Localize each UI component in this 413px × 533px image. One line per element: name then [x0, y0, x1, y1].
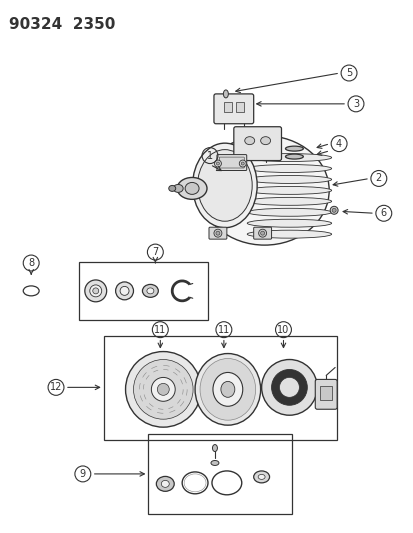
Ellipse shape	[177, 177, 206, 199]
Circle shape	[216, 231, 219, 235]
Ellipse shape	[285, 154, 303, 159]
Text: 7: 7	[152, 247, 158, 257]
Ellipse shape	[253, 471, 269, 483]
Ellipse shape	[120, 286, 129, 295]
Ellipse shape	[147, 288, 154, 294]
Text: 8: 8	[28, 258, 34, 268]
Text: 90324  2350: 90324 2350	[9, 17, 115, 33]
Ellipse shape	[197, 150, 252, 221]
Ellipse shape	[192, 143, 256, 228]
Circle shape	[214, 229, 221, 237]
Text: 11: 11	[154, 325, 166, 335]
Ellipse shape	[247, 208, 331, 216]
Ellipse shape	[244, 136, 254, 144]
FancyBboxPatch shape	[219, 157, 244, 168]
Text: 6: 6	[380, 208, 386, 219]
Ellipse shape	[199, 359, 255, 420]
Bar	[235, 102, 243, 112]
Ellipse shape	[258, 474, 264, 479]
FancyBboxPatch shape	[315, 379, 336, 409]
Text: 12: 12	[50, 382, 62, 392]
Ellipse shape	[212, 373, 242, 406]
Ellipse shape	[212, 445, 217, 451]
Ellipse shape	[260, 136, 270, 144]
Ellipse shape	[195, 353, 260, 425]
Circle shape	[279, 377, 299, 397]
Circle shape	[331, 208, 335, 212]
Text: 1: 1	[206, 151, 213, 160]
Ellipse shape	[247, 175, 331, 183]
FancyBboxPatch shape	[209, 227, 226, 239]
Text: 9: 9	[80, 469, 85, 479]
Ellipse shape	[156, 477, 174, 491]
FancyBboxPatch shape	[253, 227, 271, 239]
Circle shape	[133, 360, 192, 419]
Ellipse shape	[199, 136, 328, 245]
Ellipse shape	[211, 461, 218, 465]
Text: 11: 11	[217, 325, 230, 335]
Circle shape	[216, 162, 219, 165]
Ellipse shape	[161, 480, 169, 487]
Ellipse shape	[247, 165, 331, 173]
Ellipse shape	[142, 285, 158, 297]
Circle shape	[151, 377, 175, 401]
Ellipse shape	[247, 197, 331, 205]
Ellipse shape	[247, 154, 331, 161]
Ellipse shape	[247, 187, 331, 195]
Ellipse shape	[221, 382, 234, 397]
Ellipse shape	[223, 90, 228, 98]
Circle shape	[125, 352, 201, 427]
Ellipse shape	[285, 146, 303, 151]
Circle shape	[258, 229, 266, 237]
Bar	[148, 434, 292, 514]
Ellipse shape	[115, 282, 133, 300]
Circle shape	[214, 160, 221, 167]
Ellipse shape	[85, 280, 107, 302]
Bar	[78, 262, 207, 320]
Bar	[223, 102, 231, 112]
FancyBboxPatch shape	[214, 94, 253, 124]
Circle shape	[260, 231, 264, 235]
Text: 10: 10	[277, 325, 289, 335]
Ellipse shape	[247, 230, 331, 238]
Bar	[103, 336, 336, 440]
Circle shape	[241, 162, 244, 165]
Circle shape	[157, 383, 169, 395]
Text: 4: 4	[335, 139, 341, 149]
FancyBboxPatch shape	[216, 155, 246, 171]
Circle shape	[239, 160, 246, 167]
Text: 5: 5	[345, 68, 351, 78]
Ellipse shape	[169, 185, 175, 191]
Circle shape	[330, 206, 337, 214]
Bar	[320, 386, 331, 400]
Text: 2: 2	[375, 173, 381, 183]
Circle shape	[271, 369, 306, 405]
Ellipse shape	[93, 288, 98, 294]
Ellipse shape	[173, 184, 183, 192]
FancyBboxPatch shape	[233, 127, 281, 160]
Ellipse shape	[185, 182, 199, 195]
Circle shape	[261, 360, 316, 415]
Ellipse shape	[247, 219, 331, 227]
Text: 3: 3	[352, 99, 358, 109]
Ellipse shape	[90, 285, 102, 297]
